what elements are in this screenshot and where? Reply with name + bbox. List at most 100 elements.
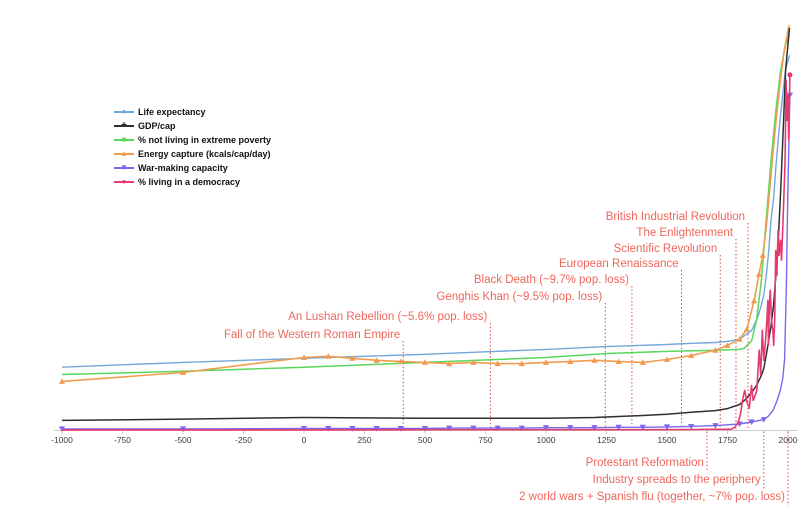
legend-line [114,138,134,141]
legend-label: GDP/cap [138,120,176,131]
series--not-living-in-extreme-poverty [61,34,791,376]
series-marker [736,336,743,342]
legend-glyph: ● [121,176,127,186]
x-tick-label: -750 [114,435,131,445]
series-marker [446,360,453,367]
x-tick-label: 1250 [597,435,616,445]
circle-marker-icon: ● [114,177,134,187]
series-marker [688,423,695,430]
series-marker [663,356,671,363]
series-marker [760,417,767,423]
legend-line [114,110,134,113]
series-marker [755,271,763,277]
legend-item--not-living-in-extreme-poverty[interactable]: ■ % not living in extreme poverty [114,133,271,146]
x-tick-label: 1000 [537,435,556,445]
legend-item--living-in-a-democracy[interactable]: ● % living in a democracy [114,175,271,188]
event-label: British Industrial Revolution [606,211,745,223]
series-marker [639,359,646,365]
chart-legend: ● Life expectancy + GDP/cap ■ % not living in… [114,105,271,188]
event-label: An Lushan Rebellion (~5.6% pop. loss) [288,311,487,323]
series-marker [349,425,356,432]
series-marker [494,425,501,432]
series-marker [542,425,550,431]
series-marker [421,359,429,365]
legend-label: % living in a democracy [138,176,241,187]
series-marker [639,424,646,431]
series-marker [615,424,622,431]
legend-item-gdp-cap[interactable]: + GDP/cap [114,119,271,132]
series-marker [542,359,550,365]
x-tick-label: 500 [418,435,432,445]
triangle-down-marker-icon: ▼ [114,163,134,173]
series-energy-capture-kcals-cap-day- [61,24,790,383]
event-label: Industry spreads to the periphery [593,474,761,486]
legend-glyph: ■ [121,134,127,144]
series-marker [591,357,598,363]
legend-line [114,166,134,169]
series-marker [591,425,598,431]
series-marker [349,355,356,361]
series-war-making-capacity [62,95,791,430]
legend-item-life-expectancy[interactable]: ● Life expectancy [114,105,271,118]
series-life-expectancy [61,55,791,368]
x-tick-label: 250 [357,435,371,445]
legend-glyph: ▼ [120,162,128,172]
legend-glyph: ● [121,106,127,116]
series--living-in-a-democracy [62,74,791,431]
series-marker [759,252,766,258]
series-marker [787,72,793,78]
series-marker [373,425,380,432]
series-marker [567,358,574,365]
series-marker [470,425,477,432]
series-marker [663,424,671,430]
circle-marker-icon: ● [114,107,134,117]
series-marker [470,359,477,365]
series-marker [421,425,429,432]
event-label: 2 world wars + Spanish flu (together, ~7… [519,491,785,503]
legend-glyph: ▲ [120,148,128,158]
event-label: Protestant Reformation [586,457,704,469]
legend-line [114,180,134,183]
series-marker [743,326,750,332]
legend-label: War-making capacity [138,162,228,173]
plus-marker-icon: + [114,119,134,131]
legend-line [114,124,134,127]
series-marker [748,419,755,426]
series-marker [397,425,404,432]
event-label: Fall of the Western Roman Empire [224,329,400,341]
series-marker [724,342,731,348]
series-marker [58,378,66,384]
legend-item-war-making-capacity[interactable]: ▼ War-making capacity [114,161,271,174]
legend-label: Energy capture (kcals/cap/day) [138,148,271,159]
series-marker [494,360,501,367]
series-marker [179,369,187,375]
x-tick-label: -500 [174,435,191,445]
series-marker [397,358,404,365]
event-label: European Renaissance [559,258,679,270]
series-marker [751,297,758,304]
triangle-up-marker-icon: ▲ [114,149,134,159]
series-marker [712,423,719,429]
series-marker [325,353,332,359]
series-marker [300,425,308,432]
series-marker [712,347,719,353]
event-label: Black Death (~9.7% pop. loss) [474,274,629,286]
series-marker [518,425,525,432]
series-marker [446,425,453,432]
x-tick-label: -250 [235,435,252,445]
x-tick-label: 1750 [718,435,737,445]
series-marker [373,357,380,363]
legend-label: % not living in extreme poverty [138,134,272,145]
legend-item-energy-capture-kcals-cap-day-[interactable]: ▲ Energy capture (kcals/cap/day) [114,147,271,160]
square-marker-icon: ■ [114,135,134,145]
series-marker [325,425,332,432]
x-tick-label: 0 [302,435,307,445]
event-label: The Enlightenment [636,227,733,239]
series-marker [300,354,308,360]
event-label: Genghis Khan (~9.5% pop. loss) [436,291,602,303]
series-marker [688,352,695,358]
legend-glyph: + [121,119,127,131]
legend-label: Life expectancy [138,106,206,117]
